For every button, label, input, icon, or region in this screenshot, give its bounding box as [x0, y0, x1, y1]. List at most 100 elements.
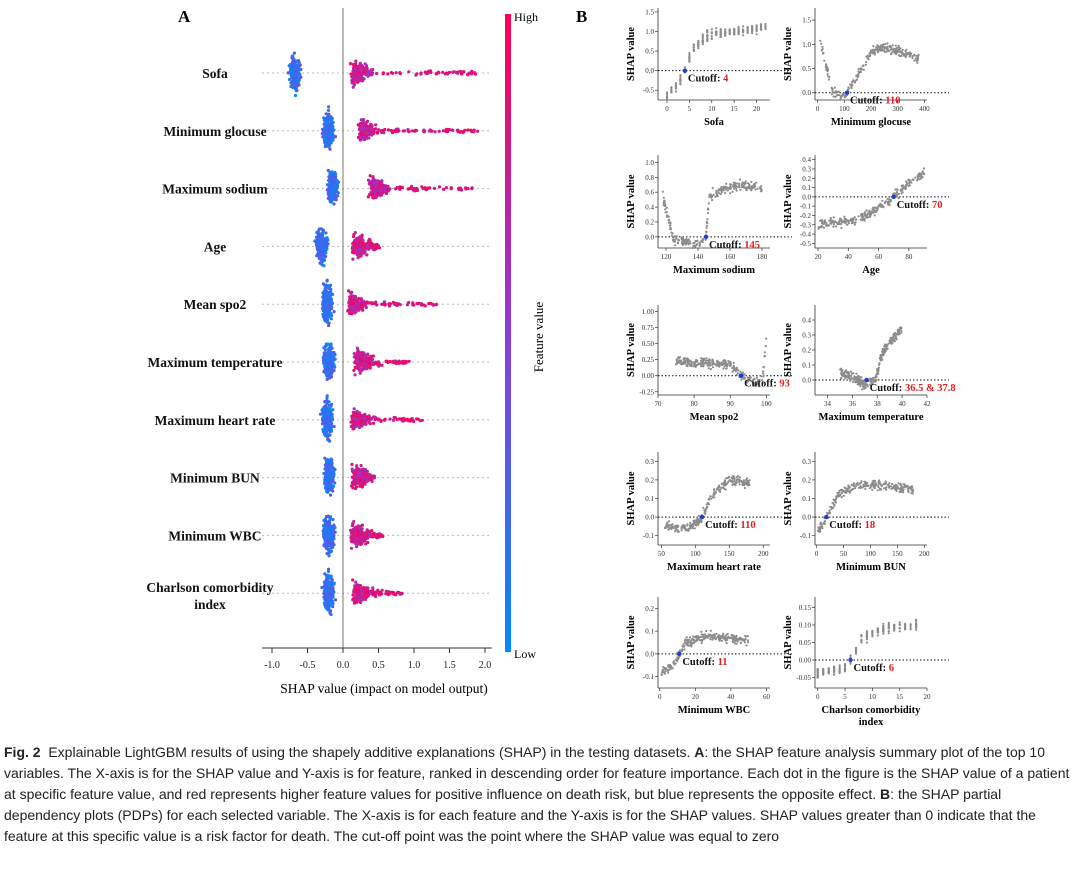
shap-dot	[323, 289, 327, 293]
shap-dot	[363, 62, 367, 66]
shap-dot	[362, 422, 366, 426]
shap-dot	[333, 598, 338, 602]
shap-dot	[351, 410, 355, 414]
shap-dot	[415, 417, 419, 421]
shap-dot	[353, 231, 357, 235]
data-point	[819, 39, 822, 42]
data-point	[688, 55, 691, 58]
shap-dot	[396, 186, 400, 190]
shap-dot	[332, 533, 336, 538]
shap-dot	[437, 185, 442, 189]
shap-dot	[356, 80, 360, 84]
shap-dot	[332, 469, 336, 473]
data-point	[724, 32, 727, 35]
shap-dot	[326, 196, 330, 200]
shap-dot	[292, 51, 296, 55]
data-point	[715, 32, 718, 36]
shap-dot	[363, 531, 367, 535]
dependence-points	[661, 178, 763, 250]
shap-dot	[328, 407, 332, 411]
data-point	[834, 90, 837, 93]
data-point	[876, 48, 879, 51]
shap-dot	[357, 425, 362, 429]
shap-dot	[350, 462, 354, 466]
data-point	[715, 27, 718, 30]
shap-dot	[388, 304, 392, 308]
shap-dot	[349, 296, 353, 300]
shap-dot	[350, 290, 354, 294]
shap-dot	[371, 354, 375, 358]
shap-dot	[414, 73, 418, 77]
shap-dot	[330, 121, 334, 125]
feature-label: Maximum sodium	[162, 182, 268, 197]
x-tick-label: 1.0	[408, 660, 421, 671]
shap-dot	[459, 72, 464, 76]
shap-dot	[403, 129, 407, 133]
shap-dot	[400, 591, 404, 595]
data-point	[883, 50, 886, 54]
data-point	[888, 45, 892, 49]
shap-dot	[352, 407, 356, 411]
shap-dot	[362, 351, 366, 355]
shap-dot	[324, 372, 328, 377]
shap-dot	[361, 596, 366, 600]
data-point	[731, 190, 734, 193]
data-point	[697, 39, 700, 43]
shap-dot	[329, 119, 333, 123]
y-axis-title: SHAP value	[626, 27, 637, 81]
beeswarm	[322, 456, 376, 497]
shap-dot	[326, 482, 330, 487]
shap-dot	[446, 72, 450, 76]
shap-dot	[329, 528, 333, 532]
data-point	[715, 30, 718, 33]
shap-dot	[351, 250, 355, 254]
shap-dot	[322, 264, 326, 268]
data-point	[746, 31, 749, 35]
shap-dot	[451, 70, 455, 74]
shap-dot	[354, 487, 358, 491]
shap-dot	[322, 258, 326, 262]
data-point	[729, 192, 732, 195]
shap-dot	[397, 417, 402, 421]
data-point	[838, 94, 841, 97]
data-point	[733, 32, 736, 35]
shap-dot	[373, 187, 377, 192]
shap-dot	[356, 135, 360, 139]
shap-dot	[336, 194, 340, 198]
data-point	[755, 26, 758, 29]
data-point	[916, 61, 919, 64]
data-point	[711, 186, 714, 190]
shap-dot	[324, 487, 328, 491]
data-point	[872, 50, 876, 53]
shap-dot	[351, 69, 355, 73]
data-point	[719, 33, 722, 36]
shap-dot	[444, 186, 448, 190]
shap-dot	[359, 73, 363, 77]
data-point	[662, 196, 665, 199]
shap-dot	[323, 456, 327, 460]
shap-dot	[366, 124, 370, 128]
data-point	[898, 46, 901, 49]
data-point	[910, 52, 913, 55]
shap-dot	[325, 130, 329, 134]
shap-dot	[359, 118, 363, 122]
shap-dot	[357, 595, 361, 600]
shap-dot	[370, 529, 374, 533]
data-point	[737, 33, 740, 36]
shap-dot	[363, 355, 367, 359]
shap-dot	[386, 72, 390, 76]
shap-dot	[456, 128, 460, 132]
shap-dot	[350, 247, 354, 251]
shap-dot	[327, 523, 331, 527]
shap-dot	[328, 519, 332, 523]
shap-dot	[329, 306, 334, 311]
beeswarm	[313, 227, 382, 268]
shap-dot	[359, 463, 363, 468]
y-tick-label: 0.8	[645, 174, 654, 182]
data-point	[881, 46, 884, 49]
data-point	[733, 28, 736, 31]
shap-dot	[355, 346, 359, 350]
shap-dot	[355, 77, 359, 81]
